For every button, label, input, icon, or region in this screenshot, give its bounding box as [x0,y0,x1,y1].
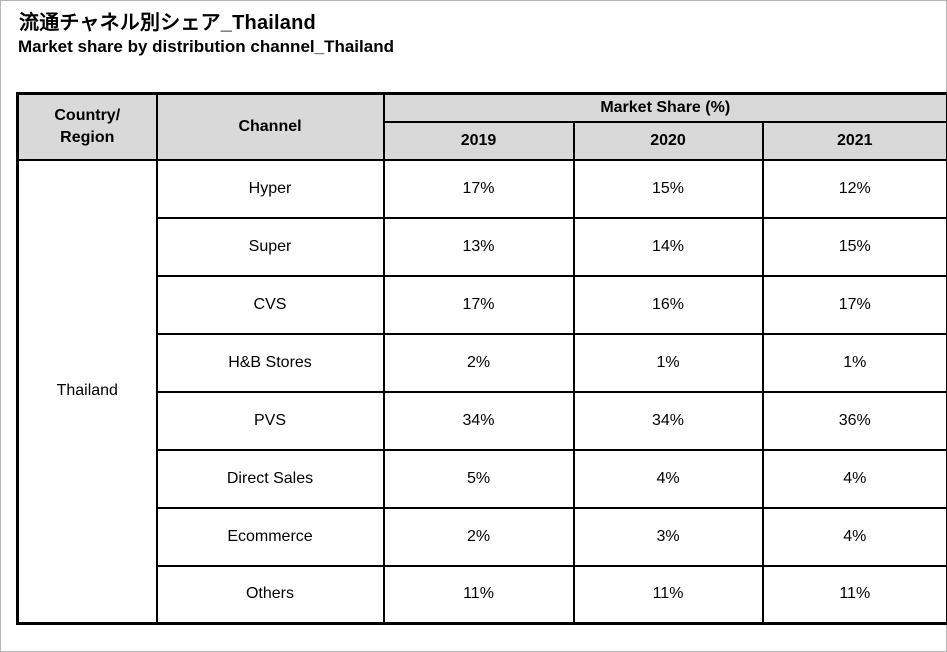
table-row: Thailand Hyper 17% 15% 12% [16,158,947,625]
channel-cell: PVS [155,390,385,451]
header-year-2021: 2021 [761,120,947,161]
value-cell: 17% [382,158,575,219]
table-row: Super 13% 14% 15% [18,216,947,277]
header-country-region: Country/ Region [16,92,158,161]
value-cell: 16% [572,274,764,335]
value-cell: 12% [761,158,947,219]
value-cell: 17% [761,274,947,335]
channel-cell: H&B Stores [155,332,385,393]
value-cell: 3% [572,506,764,567]
channel-cell: Hyper [155,158,385,219]
table-row: H&B Stores 2% 1% 1% [18,332,947,393]
value-cell: 5% [382,448,575,509]
table-row: Direct Sales 5% 4% 4% [18,448,947,509]
header-row-top: Country/ Region Channel Market Share (%) [16,92,947,161]
channel-cell: Direct Sales [155,448,385,509]
table-row: Ecommerce 2% 3% 4% [18,506,947,567]
value-cell: 2% [382,332,575,393]
header-year-2019: 2019 [382,120,575,161]
value-cell: 4% [572,448,764,509]
table-row: CVS 17% 16% 17% [18,274,947,335]
channel-cell: Ecommerce [155,506,385,567]
value-cell: 11% [761,564,947,625]
value-cell: 15% [761,216,947,277]
channel-cell: CVS [155,274,385,335]
value-cell: 13% [382,216,575,277]
value-cell: 4% [761,506,947,567]
value-cell: 15% [572,158,764,219]
header-channel: Channel [155,92,385,161]
header-market-share: Market Share (%) [382,92,947,123]
header-row-years: 2019 2020 2021 [18,120,947,161]
value-cell: 34% [572,390,764,451]
page-title: 流通チャネル別シェア_Thailand [19,12,316,34]
value-cell: 11% [382,564,575,625]
value-cell: 1% [761,332,947,393]
market-share-table: Country/ Region Channel Market Share (%)… [16,92,947,625]
value-cell: 2% [382,506,575,567]
value-cell: 34% [382,390,575,451]
table-row: Others 11% 11% 11% [18,564,947,625]
value-cell: 1% [572,332,764,393]
value-cell: 36% [761,390,947,451]
header-year-2020: 2020 [572,120,764,161]
market-share-table-container: Country/ Region Channel Market Share (%)… [16,92,947,625]
table-row: PVS 34% 34% 36% [18,390,947,451]
channel-cell: Others [155,564,385,625]
value-cell: 17% [382,274,575,335]
country-cell: Thailand [16,158,158,625]
page-subtitle: Market share by distribution channel_Tha… [18,37,394,56]
value-cell: 11% [572,564,764,625]
channel-cell: Super [155,216,385,277]
value-cell: 4% [761,448,947,509]
value-cell: 14% [572,216,764,277]
